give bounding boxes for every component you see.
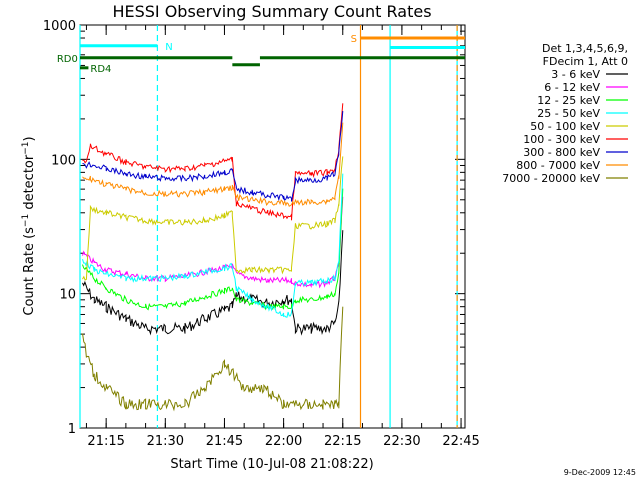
legend-label-7: 800 - 7000 keV xyxy=(516,159,600,172)
footer-date: 9-Dec-2009 12:45 xyxy=(564,468,636,477)
x-tick-label: 22:30 xyxy=(383,434,420,449)
status-bars: N S RD0 RD4 xyxy=(57,34,465,75)
plot-frame xyxy=(79,24,466,429)
vertical-markers xyxy=(79,25,458,428)
y-tick-label: 1000 xyxy=(43,19,76,34)
legend-label-4: 50 - 100 keV xyxy=(530,120,600,133)
x-tick-label: 21:45 xyxy=(206,434,243,449)
status-bar-label: RD0 xyxy=(57,54,78,65)
series-line-7 xyxy=(82,122,344,207)
legend-label-5: 100 - 300 keV xyxy=(523,133,600,146)
x-axis-label: Start Time (10-Jul-08 21:08:22) xyxy=(170,457,373,472)
status-bar-label: RD4 xyxy=(90,64,111,75)
legend-label-6: 300 - 800 keV xyxy=(523,146,600,159)
legend-label-3: 25 - 50 keV xyxy=(537,107,600,120)
legend-label-0: 3 - 6 keV xyxy=(551,68,600,81)
x-tick-label: 22:45 xyxy=(442,434,479,449)
x-tick-label: 21:15 xyxy=(87,434,124,449)
x-tick-label: 21:30 xyxy=(147,434,184,449)
y-axis: 1 10 100 1000 xyxy=(43,19,465,437)
series-line-8 xyxy=(82,306,344,412)
series-line-4 xyxy=(82,156,344,281)
y-tick-label: 100 xyxy=(51,153,76,168)
status-bar-label: S xyxy=(351,34,357,45)
y-tick-label: 1 xyxy=(68,422,76,437)
series-line-6 xyxy=(82,111,344,202)
chart-title: HESSI Observing Summary Count Rates xyxy=(112,2,431,21)
x-axis: 21:15 21:30 21:45 22:00 22:15 22:30 22:45 xyxy=(85,25,480,449)
legend-label-2: 12 - 25 keV xyxy=(537,94,600,107)
y-axis-label: Count Rate (s−1 detector−1) xyxy=(21,136,37,315)
series-line-5 xyxy=(82,103,344,221)
status-bar-label: N xyxy=(165,42,172,53)
series-line-1 xyxy=(82,196,344,289)
series-line-3 xyxy=(82,173,344,318)
x-tick-label: 22:00 xyxy=(265,434,302,449)
legend-label-8: 7000 - 20000 keV xyxy=(502,172,600,185)
series-line-2 xyxy=(82,188,344,311)
y-tick-label: 10 xyxy=(59,288,76,303)
legend: Det 1,3,4,5,6,9, FDecim 1, Att 0 3 - 6 k… xyxy=(502,42,628,185)
series-line-0 xyxy=(82,230,344,336)
legend-label-1: 6 - 12 keV xyxy=(544,81,600,94)
legend-header-line1: Det 1,3,4,5,6,9, xyxy=(542,42,628,55)
series-lines xyxy=(82,103,344,412)
legend-header-line2: FDecim 1, Att 0 xyxy=(543,55,628,68)
x-tick-label: 22:15 xyxy=(324,434,361,449)
